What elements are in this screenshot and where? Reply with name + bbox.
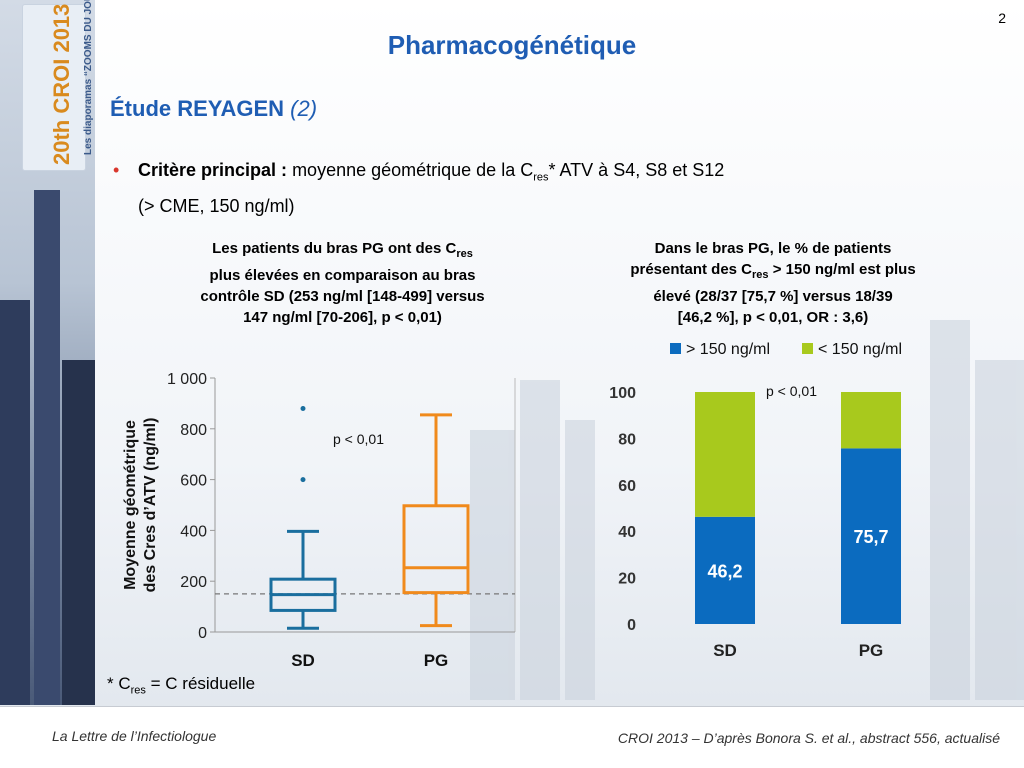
bullet-dot: • (113, 160, 120, 180)
y-tick-label: 100 (609, 385, 636, 402)
p-value-annotation: p < 0,01 (766, 383, 817, 399)
y-tick-label: 600 (180, 473, 207, 490)
left-text-sub: res (456, 248, 473, 260)
y-tick-label: 0 (627, 617, 636, 634)
bar-segment-low (695, 392, 755, 517)
footnote-sub: res (130, 684, 146, 697)
page-title: Pharmacogénétique (387, 30, 637, 60)
y-tick-label: 0 (198, 625, 207, 642)
footer-journal: La Lettre de l’Infectiologue (52, 728, 217, 744)
right-text-line2b: > 150 ng/ml est plus (768, 261, 916, 278)
building-shape (0, 300, 30, 705)
footer-divider (0, 706, 1024, 707)
legend-label: < 150 ng/ml (818, 341, 902, 358)
footer-source: CROI 2013 – D’après Bonora S. et al., ab… (617, 730, 1000, 746)
croi-badge: 20th CROI 2013 Les diaporamas “ZOOMS DU … (22, 0, 94, 171)
right-text-line3: élevé (28/37 [75,7 %] versus 18/39 (653, 288, 893, 305)
outlier-point (300, 477, 306, 483)
page-number: 2 (998, 10, 1006, 26)
p-value-annotation: p < 0,01 (333, 431, 384, 447)
right-panel-text: Dans le bras PG, le % de patients présen… (588, 238, 958, 328)
y-tick-label: 1 000 (167, 371, 207, 388)
x-category-label: PG (424, 651, 449, 670)
building-shape (34, 190, 60, 705)
section-subtitle: Étude REYAGEN (2) (110, 96, 317, 122)
badge-subtitle: Les diaporamas “ZOOMS DU JOUR” (83, 0, 94, 155)
bullet-text: moyenne géométrique de la C (292, 160, 534, 180)
footnote-star: * (107, 674, 114, 693)
bullet-line2: (> CME, 150 ng/ml) (138, 195, 295, 216)
right-text-line1: Dans le bras PG, le % de patients (654, 240, 892, 257)
building-shape (62, 360, 95, 705)
footnote-text: = C résiduelle (145, 674, 256, 693)
legend-swatch (670, 343, 681, 354)
bullet-bold: Critère principal : (138, 160, 288, 180)
box-pg (402, 504, 470, 595)
right-text-line4: [46,2 %], p < 0,01, OR : 3,6) (677, 309, 869, 326)
left-text-line3: contrôle SD (253 ng/ml [148-499] versus (200, 288, 485, 305)
bar-value-label: 46,2 (707, 561, 742, 581)
subtitle-main: Étude REYAGEN (110, 96, 285, 121)
y-tick-label: 400 (180, 523, 207, 540)
outlier-point (300, 405, 306, 411)
legend-swatch (802, 343, 813, 354)
bar-segment-high (841, 448, 901, 624)
y-tick-label: 200 (180, 574, 207, 591)
box-plot-chart: 0 200 400 600 800 1 000 Moyenne géométrique des… (122, 371, 516, 670)
footnote: * Cres = C résiduelle (107, 674, 255, 696)
footnote-c: C (113, 674, 131, 693)
bar-segment-high (695, 516, 755, 624)
bar-value-label: 75,7 (853, 527, 888, 547)
legend-label: > 150 ng/ml (686, 341, 770, 358)
y-tick-label: 40 (618, 524, 636, 541)
x-category-label: SD (291, 651, 315, 670)
y-tick-label: 20 (618, 571, 636, 588)
y-axis-label: Moyenne géométrique des Cres d’ATV (ng/ml… (122, 418, 159, 593)
x-category-label: PG (859, 641, 884, 660)
right-text-line2a: présentant des C (630, 261, 753, 278)
stacked-bar-chart: > 150 ng/ml < 150 ng/ml 0 20 40 60 80 100 46,2 SD… (609, 341, 902, 660)
right-text-sub: res (752, 269, 769, 281)
x-category-label: SD (713, 641, 737, 660)
badge-title: 20th CROI 2013 (49, 3, 74, 165)
left-text-line2: plus élevées en comparaison au bras (209, 267, 476, 284)
y-tick-label: 800 (180, 422, 207, 439)
bar-segment-low (841, 392, 901, 449)
y-tick-label: 60 (618, 478, 636, 495)
bullet-sub: res (533, 171, 549, 184)
bullet-text-2: * ATV à S4, S8 et S12 (548, 160, 725, 180)
left-panel-text: Les patients du bras PG ont des Cres plu… (160, 238, 525, 328)
left-text-line1: Les patients du bras PG ont des C (212, 240, 457, 257)
y-tick-label: 80 (618, 431, 636, 448)
subtitle-suffix: (2) (290, 96, 318, 121)
left-text-line4: 147 ng/ml [70-206], p < 0,01) (243, 309, 442, 326)
